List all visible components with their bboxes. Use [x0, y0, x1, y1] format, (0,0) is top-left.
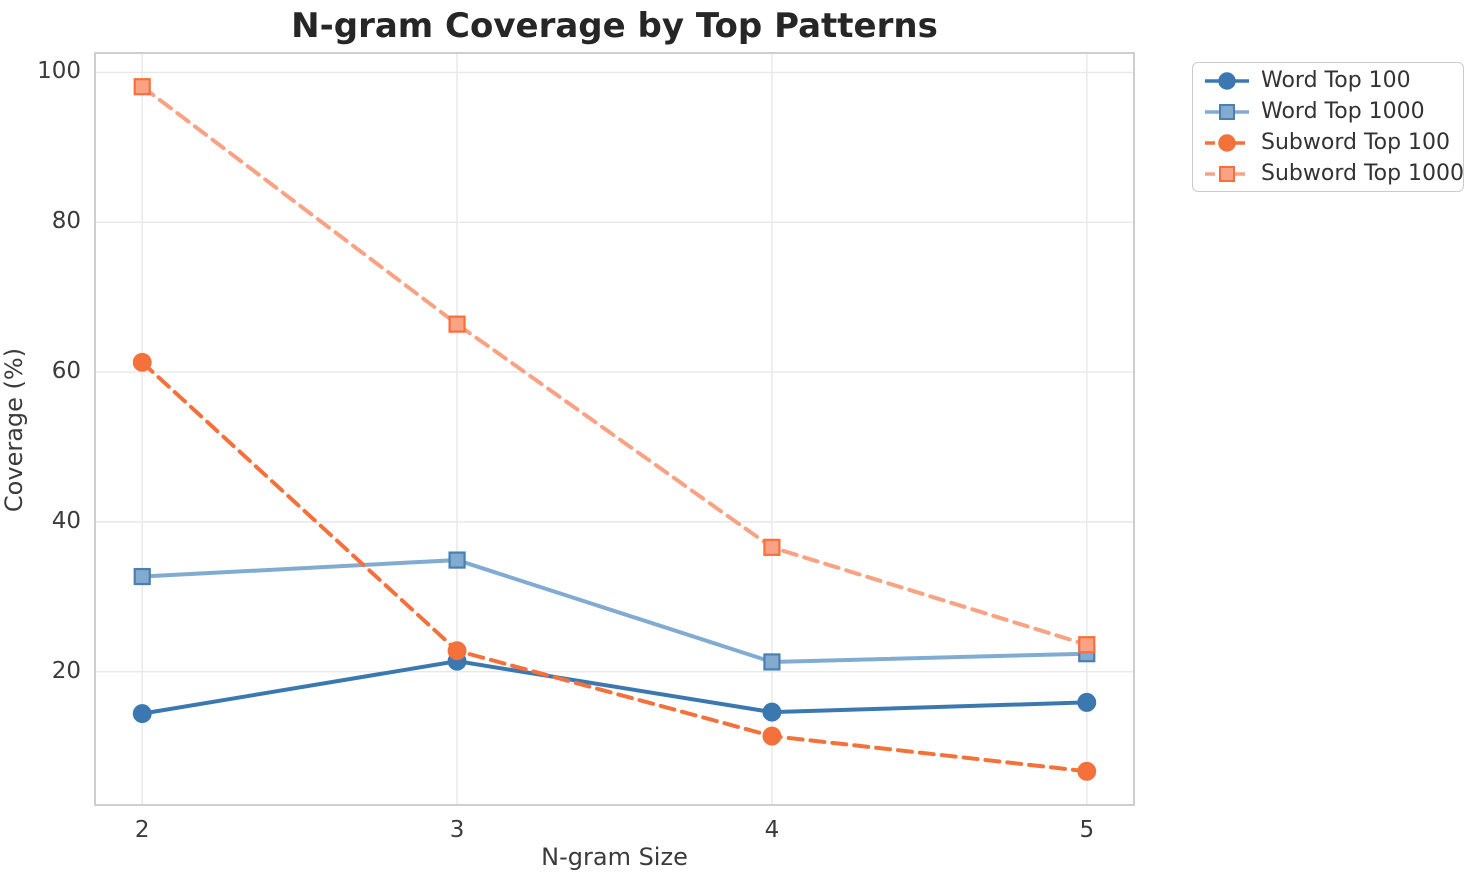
data-point-marker — [447, 641, 467, 661]
legend-label: Word Top 100 — [1261, 68, 1411, 93]
series-line-3 — [140, 84, 1089, 647]
y-tick-label: 80 — [51, 208, 81, 235]
legend: Word Top 100 Word Top 1000 Subword Top 1… — [1192, 62, 1464, 192]
data-point-marker — [763, 653, 781, 671]
legend-item-subword-top-1000: Subword Top 1000 — [1203, 158, 1465, 189]
series-line-0 — [140, 659, 1089, 716]
subword-top-1000-line-marker-icon — [1205, 165, 1249, 182]
x-tick-label: 2 — [134, 817, 150, 843]
word-top-1000-line-marker-icon — [1205, 103, 1249, 120]
data-point-marker — [133, 567, 151, 586]
series-line-1 — [140, 558, 1089, 664]
y-tick-label: 20 — [51, 657, 81, 684]
legend-marker — [1218, 71, 1236, 90]
y-tick-label: 100 — [37, 58, 81, 85]
data-point-marker — [1077, 761, 1097, 781]
legend-item-word-top-100: Word Top 100 — [1203, 65, 1463, 96]
chart-title: N-gram Coverage by Top Patterns — [291, 6, 938, 46]
data-point-marker — [448, 551, 466, 569]
legend-label: Subword Top 1000 — [1261, 161, 1465, 186]
x-axis-label: N-gram Size — [541, 843, 688, 871]
y-tick-label: 60 — [51, 358, 81, 385]
data-point-marker — [762, 702, 782, 722]
plot-border — [94, 52, 1135, 806]
series-line-2 — [140, 360, 1089, 774]
data-point-marker — [1077, 692, 1097, 712]
subword-top-100-line-marker-icon — [1205, 133, 1249, 152]
x-tick-label: 4 — [764, 817, 780, 843]
data-point-marker — [132, 352, 152, 372]
legend-label: Subword Top 100 — [1261, 130, 1451, 155]
legend-label: Word Top 1000 — [1261, 99, 1425, 124]
legend-marker — [1218, 133, 1236, 152]
data-point-marker — [132, 704, 152, 724]
word-top-100-line-marker-icon — [1205, 71, 1249, 90]
y-tick-label: 40 — [51, 507, 81, 534]
data-point-marker — [763, 538, 781, 556]
x-tick-label: 3 — [449, 817, 465, 843]
legend-marker — [1219, 165, 1235, 182]
x-tick-label: 5 — [1079, 817, 1095, 843]
legend-marker — [1219, 103, 1235, 120]
data-point-marker — [762, 726, 782, 746]
y-axis-label: Coverage (%) — [0, 347, 28, 513]
data-point-marker — [133, 78, 151, 96]
data-point-marker — [1078, 636, 1096, 654]
legend-item-word-top-1000: Word Top 1000 — [1203, 96, 1463, 127]
data-point-marker — [448, 315, 466, 333]
legend-item-subword-top-100: Subword Top 100 — [1203, 127, 1463, 158]
